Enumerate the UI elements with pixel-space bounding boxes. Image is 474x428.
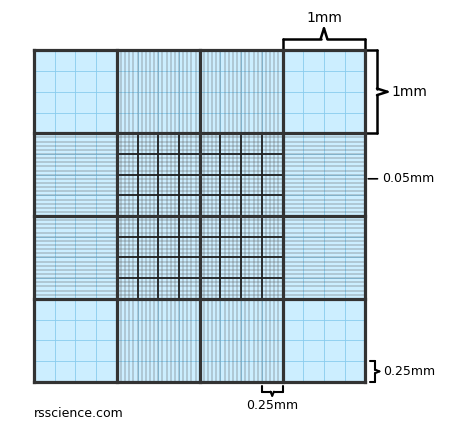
- Text: 0.25mm: 0.25mm: [383, 365, 435, 378]
- Bar: [34, 51, 365, 382]
- Text: 0.25mm: 0.25mm: [246, 399, 298, 412]
- Text: 0.05mm: 0.05mm: [382, 172, 434, 185]
- Text: 1mm: 1mm: [306, 11, 342, 25]
- Text: 1mm: 1mm: [392, 85, 428, 99]
- Text: rsscience.com: rsscience.com: [34, 407, 124, 420]
